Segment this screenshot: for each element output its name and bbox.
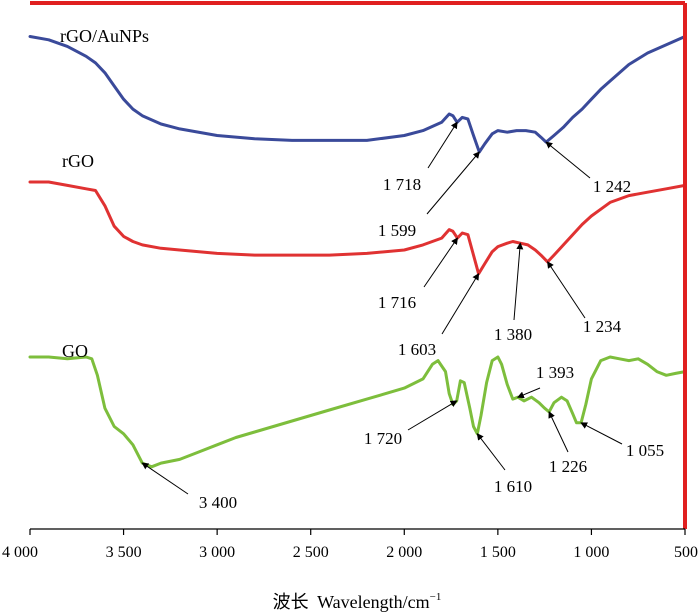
x-tick-label-3000: 3 000 bbox=[199, 544, 235, 561]
x-axis-ticks: 4 000 3 500 3 000 2 500 2 000 1 500 1 000 500 bbox=[2, 529, 698, 561]
peak-rgo-1234-arrow bbox=[547, 261, 586, 319]
x-axis-title: 波长 Wavelength/cm−1 bbox=[273, 591, 442, 612]
peak-rgo-aunps-1242-label: 1 242 bbox=[593, 177, 631, 196]
annotation-layer: 1 718 1 599 1 242 1 716 1 603 1 380 1 234 1 720… bbox=[141, 121, 664, 512]
peak-rgo-aunps-1599-arrow bbox=[426, 151, 480, 215]
series-name-go: GO bbox=[62, 341, 88, 361]
peak-go-1610-label: 1 610 bbox=[494, 477, 532, 496]
peak-rgo-1716-label: 1 716 bbox=[378, 293, 416, 312]
peak-rgo-aunps-1718-label: 1 718 bbox=[383, 175, 421, 194]
x-tick-label-2000: 2 000 bbox=[386, 544, 422, 561]
peak-go-1055-arrow bbox=[580, 422, 623, 445]
series-line-rgo bbox=[28, 180, 687, 276]
peak-go-3400-arrow bbox=[141, 462, 189, 495]
x-tick-label-1000: 1 000 bbox=[573, 544, 609, 561]
peak-rgo-1603-arrow bbox=[441, 272, 480, 335]
x-axis-title-en: Wavelength/cm bbox=[317, 592, 430, 612]
peak-rgo-aunps-1242-arrow bbox=[545, 141, 591, 179]
series-line-rgo-aunps bbox=[28, 35, 687, 154]
peak-go-1720-arrow bbox=[407, 400, 458, 431]
x-tick-label-3500: 3 500 bbox=[106, 544, 142, 561]
peak-rgo-1380-label: 1 380 bbox=[494, 325, 532, 344]
plot-background bbox=[30, 3, 685, 529]
x-tick-label-4000: 4 000 bbox=[2, 544, 38, 561]
peak-go-1226-arrow bbox=[548, 410, 569, 453]
peak-go-3400-label: 3 400 bbox=[199, 493, 237, 512]
peak-rgo-1380-arrow bbox=[513, 242, 524, 321]
x-tick-label-500: 500 bbox=[674, 544, 698, 561]
peak-rgo-aunps-1718-arrow bbox=[427, 121, 458, 169]
peak-rgo-1603-label: 1 603 bbox=[398, 340, 436, 359]
x-axis-title-cn: 波长 bbox=[273, 592, 309, 612]
peak-go-1720-label: 1 720 bbox=[364, 429, 402, 448]
series-name-rgo: rGO bbox=[62, 151, 94, 171]
x-tick-label-2500: 2 500 bbox=[293, 544, 329, 561]
peak-rgo-aunps-1599-label: 1 599 bbox=[378, 221, 416, 240]
frame-layer bbox=[30, 1, 687, 530]
series-name-rgo-aunps: rGO/AuNPs bbox=[60, 26, 149, 46]
x-tick-label-1500: 1 500 bbox=[480, 544, 516, 561]
peak-go-1393-arrow bbox=[516, 387, 541, 399]
x-axis-title-sup: −1 bbox=[430, 591, 442, 603]
peak-rgo-1234-label: 1 234 bbox=[583, 317, 622, 336]
peak-go-1393-label: 1 393 bbox=[536, 363, 574, 382]
peak-go-1055-label: 1 055 bbox=[626, 441, 664, 460]
peak-go-1610-arrow bbox=[476, 433, 506, 471]
peak-go-1226-label: 1 226 bbox=[549, 457, 587, 476]
peak-rgo-1716-arrow bbox=[423, 237, 458, 288]
